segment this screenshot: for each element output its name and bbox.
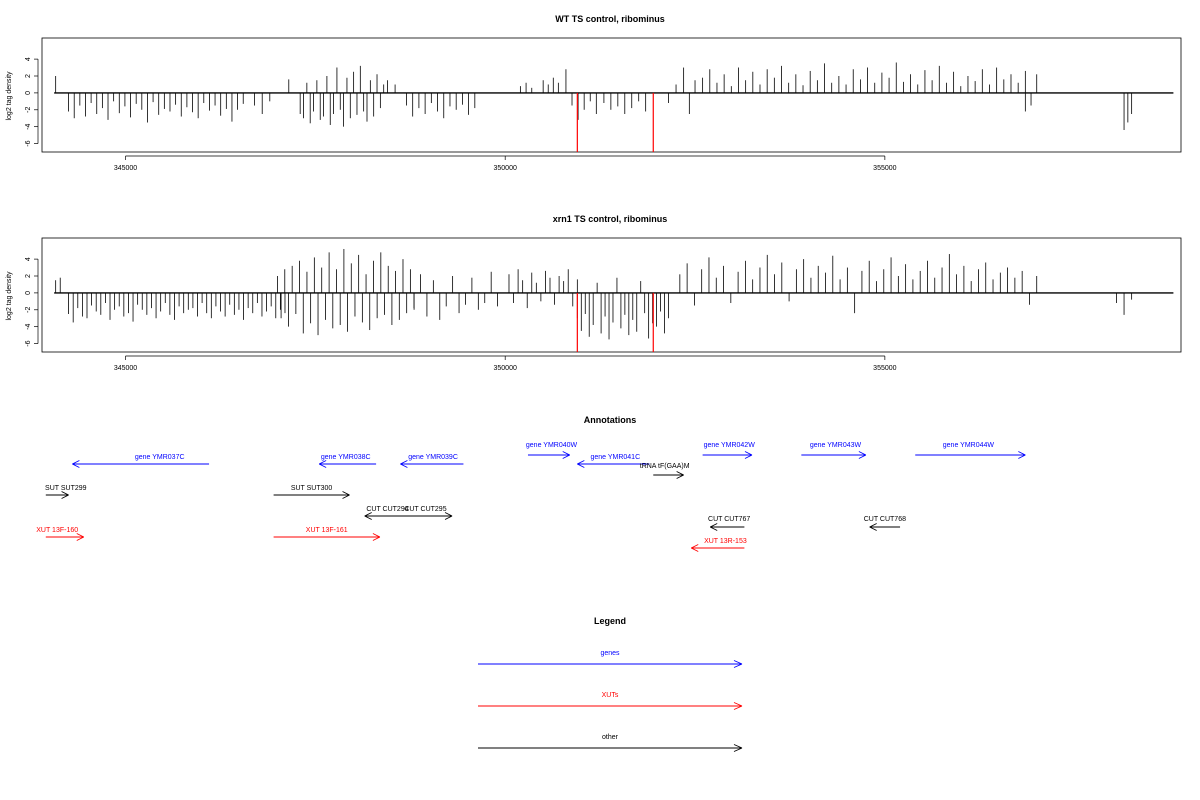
xrn1-y-axis: -6 -4 -2 0 2 4 (25, 257, 39, 347)
annotation-other: tRNA tF(GAA)M (640, 463, 690, 479)
annotation-features: gene YMR037C gene YMR038C gene YMR039C gene… (36, 442, 1026, 552)
annotation-other: SUT SUT300 (273, 485, 350, 499)
y-tick-label: 4 (25, 257, 32, 261)
annotation-gene: gene YMR040W (526, 442, 578, 459)
y-tick-label: 0 (25, 291, 32, 295)
annotation-xut: XUT 13F-161 (273, 527, 381, 541)
x-tick-label: 345000 (114, 165, 137, 172)
xrn1-plot-frame (41, 237, 1182, 353)
y-tick-label: -4 (25, 323, 32, 329)
wt-track-panel: WT TS control, ribominus log2 tag densit… (6, 14, 1182, 172)
wt-bars (54, 62, 1174, 152)
wt-track-ylabel: log2 tag density (6, 71, 13, 121)
annotation-other: SUT SUT299 (45, 485, 87, 499)
y-tick-label: 2 (25, 274, 32, 278)
legend-entry-gene: genes (478, 650, 743, 668)
annotation-label: tRNA tF(GAA)M (640, 463, 690, 470)
annotation-label: gene YMR040W (526, 442, 578, 449)
annotation-gene: gene YMR042W (702, 442, 756, 459)
annotation-gene: gene YMR039C (400, 454, 464, 468)
x-tick-label: 345000 (114, 365, 137, 372)
legend-title: Legend (594, 616, 626, 626)
xrn1-track-ylabel: log2 tag density (6, 271, 13, 321)
annotation-label: gene YMR039C (408, 454, 458, 461)
annotation-label: XUT 13R-153 (704, 538, 747, 545)
annotation-label: SUT SUT299 (45, 485, 87, 492)
annotation-other: CUT CUT295 (379, 506, 453, 520)
y-tick-label: -2 (25, 307, 32, 313)
annotation-xut: XUT 13R-153 (691, 538, 747, 552)
legend-entry-xut: XUTs (478, 692, 743, 710)
annotation-other: CUT CUT767 (708, 516, 750, 531)
x-tick-label: 350000 (494, 165, 517, 172)
annotation-label: CUT CUT767 (708, 516, 750, 523)
annotation-label: gene YMR042W (704, 442, 756, 449)
legend-label: XUTs (602, 692, 619, 699)
xrn1-track-title: xrn1 TS control, ribominus (553, 214, 668, 224)
legend-label: genes (600, 650, 620, 657)
legend-entries: genes XUTs other (478, 650, 743, 752)
legend-entry-other: other (478, 734, 743, 752)
x-tick-label: 355000 (873, 365, 896, 372)
annotation-gene: gene YMR037C (72, 454, 210, 468)
annotation-label: CUT CUT768 (864, 516, 906, 523)
x-tick-label: 350000 (494, 365, 517, 372)
annotation-label: CUT CUT294 (366, 506, 408, 513)
annotations-panel: Annotations gene YMR037C gene YMR038C gene… (36, 415, 1026, 552)
annotation-label: gene YMR044W (943, 442, 995, 449)
wt-track-title: WT TS control, ribominus (555, 14, 665, 24)
annotation-gene: gene YMR044W (915, 442, 1026, 459)
legend-label: other (602, 734, 619, 741)
annotation-gene: gene YMR038C (318, 454, 377, 468)
y-tick-label: 0 (25, 91, 32, 95)
annotations-title: Annotations (584, 415, 637, 425)
annotation-label: CUT CUT295 (404, 506, 446, 513)
annotation-label: XUT 13F-161 (306, 527, 348, 534)
annotation-label: XUT 13F-160 (36, 527, 78, 534)
wt-y-axis: -6 -4 -2 0 2 4 (25, 57, 39, 147)
wt-plot-frame (41, 37, 1182, 153)
annotation-gene: gene YMR041C (577, 454, 650, 468)
annotation-xut: XUT 13F-160 (36, 527, 84, 541)
y-tick-label: 4 (25, 57, 32, 61)
y-tick-label: -6 (25, 340, 32, 346)
x-tick-label: 355000 (873, 165, 896, 172)
y-tick-label: -2 (25, 107, 32, 113)
legend-panel: Legend genes XUTs other (478, 616, 743, 752)
annotation-label: gene YMR037C (135, 454, 185, 461)
xrn1-track-panel: xrn1 TS control, ribominus log2 tag dens… (6, 214, 1182, 372)
annotation-label: gene YMR043W (810, 442, 862, 449)
annotation-label: SUT SUT300 (291, 485, 333, 492)
annotation-gene: gene YMR043W (801, 442, 867, 459)
annotation-label: gene YMR038C (321, 454, 371, 461)
xrn1-bars (54, 248, 1174, 352)
xrn1-x-axis: 345000 350000 355000 (114, 355, 897, 372)
annotation-label: gene YMR041C (590, 454, 640, 461)
annotation-other: CUT CUT768 (864, 516, 906, 531)
y-tick-label: 2 (25, 74, 32, 78)
y-tick-label: -4 (25, 123, 32, 129)
y-tick-label: -6 (25, 140, 32, 146)
wt-x-axis: 345000 350000 355000 (114, 155, 897, 172)
